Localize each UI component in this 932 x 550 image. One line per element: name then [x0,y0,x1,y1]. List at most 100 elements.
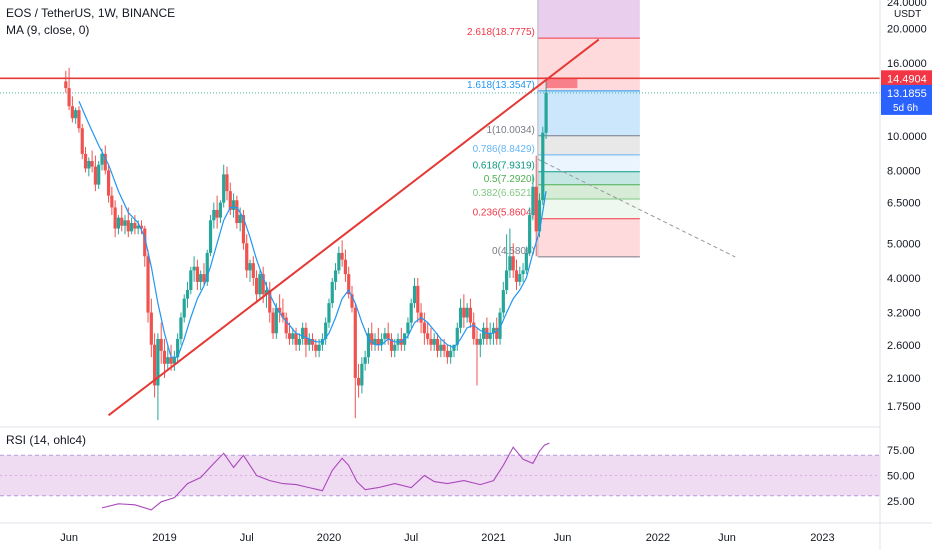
price-tick-label: 1.7500 [887,401,921,413]
candle-body [330,281,334,304]
highlight-box [546,78,578,89]
candle-body [241,215,246,244]
chart-title: EOS / TetherUS, 1W, BINANCE [6,6,175,20]
candle-body [166,357,170,364]
candle-body [363,357,367,364]
candle-body [521,270,525,275]
candle-body [429,338,433,345]
candle-body [189,270,193,291]
candle-body [465,307,469,318]
candle-body [176,338,180,358]
candle-body [514,270,519,282]
time-tick-label: Jul [240,532,254,544]
candle-body [274,307,278,334]
candle-body [472,322,476,339]
candle-body [541,132,545,201]
candle-body [501,290,505,313]
candle-body [439,344,443,351]
rsi-tick-label: 50.00 [887,471,915,483]
candle-body [505,270,509,291]
price-tick-label: 2.6000 [887,340,921,352]
candle-body [192,266,196,271]
price-axis[interactable]: 24.0000 20.0000 16.0000 10.0000 8.0000 6.5000… [879,0,932,550]
candle-body [422,322,426,334]
time-tick-label: Jun [554,532,572,544]
candle-body [222,174,226,203]
fib-zone [537,171,640,185]
candle-body [139,225,144,229]
candle-body [251,263,255,278]
time-axis[interactable]: Jun 2019 Jul 2020 Jul 2021 Jun 2022 Jun 2023 [0,522,932,544]
candle-body [537,200,542,232]
candle-body [287,333,292,339]
time-tick-label: 2023 [810,532,834,544]
price-tag-last [881,84,932,115]
candle-body [409,303,413,323]
candle-body [544,92,548,133]
candle-body [218,202,223,218]
candle-body [524,252,528,271]
candle-body [360,363,364,386]
candle-body [366,333,371,358]
price-tick-label: 10.0000 [887,131,927,143]
candle-body [97,164,101,185]
price-tick-label: 6.5000 [887,198,921,210]
price-tag-resistance [881,70,932,87]
candle-body [324,322,328,339]
candle-body [231,200,236,210]
price-unit-label: USDT [894,9,921,20]
candle-body [534,186,538,232]
time-tick-label: 2022 [646,532,670,544]
candle-body [304,327,308,345]
candle-body [310,338,315,345]
candle-body [100,153,104,165]
rsi-tick-label: 75.00 [887,445,915,457]
price-tag-countdown: 5d 6h [893,103,918,114]
ma-line [78,100,547,358]
candle-body [199,274,203,282]
main-pane[interactable]: 0(4.5806)0.236(5.8604)0.382(6.6521)0.5(7… [0,0,880,428]
candle-body [258,274,262,295]
candle-body [488,333,492,339]
candle-body [508,256,512,271]
candle-body [435,338,440,351]
fib-level-label: 0.236(5.8604) [473,208,535,219]
candle-body [235,200,239,223]
candle-body [103,153,107,171]
fib-level-label: 0.618(7.9319) [473,161,535,172]
time-tick-label: 2019 [152,532,176,544]
rsi-pane[interactable] [0,442,880,511]
candle-body [87,161,91,169]
candle-body [531,186,535,216]
candle-body [353,307,357,378]
candle-body [83,153,88,169]
candle-body [528,215,532,253]
candle-body [475,338,479,345]
candle-body [268,290,272,313]
candle-body [146,256,150,313]
time-tick-label: 2020 [317,532,341,544]
price-tick-label: 3.2000 [887,308,921,320]
fib-zone [537,90,640,136]
price-tick-label: 5.0000 [887,238,921,250]
candle-body [215,209,219,218]
candle-body [449,350,453,358]
price-tag-last-label: 13.1855 [887,88,927,100]
candle-body [225,174,229,192]
candle-body [327,303,331,323]
fib-zone [537,135,640,155]
candle-body [179,317,183,339]
candle-body [126,220,130,232]
candle-body [478,338,482,345]
candle-body [149,312,153,345]
candle-body [110,195,114,208]
candle-body [254,277,259,295]
fib-zone [537,184,640,200]
candle-body [317,344,321,351]
price-tick-label: 4.0000 [887,273,921,285]
candle-body [182,298,186,318]
candle-body [301,327,305,339]
candle-body [64,81,68,89]
candle-body [208,220,213,253]
